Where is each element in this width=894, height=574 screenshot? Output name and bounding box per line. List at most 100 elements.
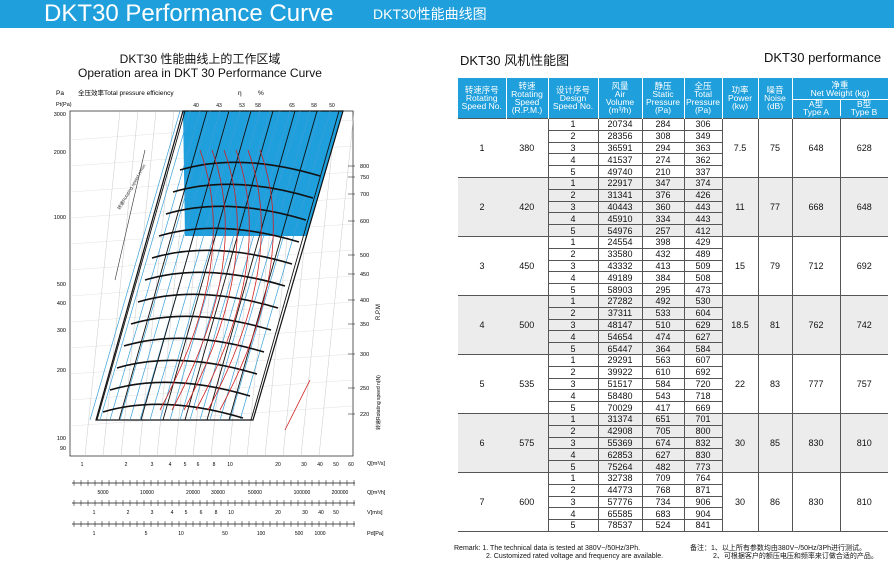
cell-total-pressure: 607: [683, 353, 722, 367]
cell-static-pressure: 492: [641, 294, 684, 308]
cell-air-volume: 32738: [597, 471, 642, 485]
cell-static-pressure: 274: [641, 153, 684, 167]
qh-label: Q[m³/h]: [367, 490, 386, 496]
cell-air-volume: 41537: [597, 153, 642, 167]
cell-total-pressure: 337: [683, 165, 722, 178]
cell-air-volume: 27282: [597, 294, 642, 308]
table-row: 3 43332 413 509: [458, 260, 888, 273]
rpm-tick: 220: [360, 412, 369, 418]
cell-design-no: 3: [547, 378, 598, 391]
arrow-line: [284, 379, 311, 431]
table-row: 3 57776 734 906: [458, 496, 888, 509]
cell-static-pressure: 308: [641, 130, 684, 143]
remark-en-1: Remark: 1. The technical data is tested …: [454, 545, 641, 552]
v-scale: 1 2 3 4 5 6 8 10 20 30 40 50: [72, 500, 355, 516]
table-title-en: DKT30 performance: [764, 50, 882, 65]
grid-line: [102, 110, 139, 457]
table-row: 5 65447 364 584: [458, 342, 888, 355]
efficiency-tick-labels: 40 43 53 58 65 58 50: [193, 103, 335, 109]
cell-power: 11: [721, 176, 758, 237]
cell-design-no: 2: [547, 484, 598, 497]
cell-design-no: 1: [547, 412, 598, 426]
scale-tick: 40: [318, 510, 324, 516]
header-air-volume: 风量 Air Volume (m³/h): [598, 78, 643, 119]
cell-static-pressure: 674: [641, 437, 684, 450]
table-row: 6 575 1 31374 651 701 30 85 830 810: [458, 412, 889, 473]
pressure-tick: 200: [57, 368, 66, 374]
cell-static-pressure: 610: [641, 366, 684, 379]
net-weight-en: Net Weight (kg): [810, 87, 870, 98]
cell-static-pressure: 584: [641, 378, 684, 391]
speed-line: [228, 110, 318, 421]
table-row: 1 380 1 20734 284 306 7.5 75 648 628: [458, 118, 889, 178]
cell-total-pressure: 718: [683, 389, 722, 403]
performance-curve: [179, 161, 321, 177]
arrow-line: [114, 149, 146, 281]
cell-total-pressure: 306: [683, 118, 722, 131]
blue-line: [199, 110, 291, 421]
cell-design-no: 4: [547, 212, 598, 226]
blue-line: [229, 110, 321, 421]
efficiency-tick: 58: [255, 103, 261, 109]
blue-line: [99, 110, 191, 421]
pressure-tick: 2000: [54, 150, 66, 156]
table-row: 4 45910 334 443: [458, 212, 888, 226]
cell-static-pressure: 210: [641, 165, 684, 178]
cell-static-pressure: 651: [641, 412, 684, 426]
pressure-tick: 90: [60, 446, 66, 452]
performance-curve: [123, 337, 265, 353]
efficiency-tick: 58: [311, 103, 317, 109]
speed-line: [250, 110, 340, 421]
table-row: 4 62853 627 830: [458, 448, 888, 462]
cell-total-pressure: 508: [683, 271, 722, 285]
cell-air-volume: 48147: [597, 319, 642, 332]
cell-static-pressure: 364: [641, 342, 684, 355]
cell-air-volume: 65447: [597, 342, 642, 355]
cell-static-pressure: 417: [641, 401, 684, 414]
eta-symbol: η: [238, 90, 242, 97]
pressure-tick: 100: [57, 436, 66, 442]
q-scale: 1 2 3 4 5 6 8 10 20 30 40 50 60: [81, 462, 354, 468]
scale-tick: 10: [178, 531, 184, 537]
grid-line: [300, 110, 337, 457]
cell-air-volume: 45910: [597, 212, 642, 226]
table-row: 3 51517 584 720: [458, 378, 888, 391]
cell-weight-a: 777: [791, 353, 840, 414]
cell-static-pressure: 432: [641, 248, 684, 261]
table-row: 2 33580 432 489: [458, 248, 888, 261]
cell-air-volume: 29291: [597, 353, 642, 367]
performance-curve: [137, 293, 279, 309]
cell-air-volume: 31374: [597, 412, 642, 426]
scale-tick: 30000: [211, 490, 225, 496]
cell-total-pressure: 627: [683, 330, 722, 344]
cell-air-volume: 24554: [597, 235, 642, 249]
table-row: 5 49740 210 337: [458, 165, 888, 178]
cell-static-pressure: 734: [641, 496, 684, 509]
blue-line: [209, 110, 301, 421]
cell-design-no: 1: [547, 471, 598, 485]
cell-air-volume: 65585: [597, 507, 642, 521]
cell-total-pressure: 443: [683, 212, 722, 226]
table-row: 2 28356 308 349: [458, 130, 888, 143]
cell-static-pressure: 627: [641, 448, 684, 462]
scale-tick: 5000: [97, 490, 108, 496]
scale-tick: 8: [215, 510, 218, 516]
cell-static-pressure: 524: [641, 519, 684, 532]
header-type-a: A型 Type A: [793, 99, 841, 116]
efficiency-curve: [195, 149, 250, 411]
q-tick: 10: [227, 462, 233, 468]
cell-power: 18.5: [721, 294, 758, 355]
cell-total-pressure: 904: [683, 507, 722, 521]
cell-air-volume: 49189: [597, 271, 642, 285]
cell-design-no: 4: [547, 271, 598, 285]
cell-total-pressure: 692: [683, 366, 722, 379]
scale-tick: 10: [228, 510, 234, 516]
cell-static-pressure: 768: [641, 484, 684, 497]
operating-region: [89, 110, 344, 431]
cell-static-pressure: 257: [641, 224, 684, 237]
cell-total-pressure: 720: [683, 378, 722, 391]
speed-line: [184, 110, 274, 421]
cell-total-pressure: 473: [683, 283, 722, 296]
q-tick: 60: [348, 462, 354, 468]
cell-total-pressure: 429: [683, 235, 722, 249]
